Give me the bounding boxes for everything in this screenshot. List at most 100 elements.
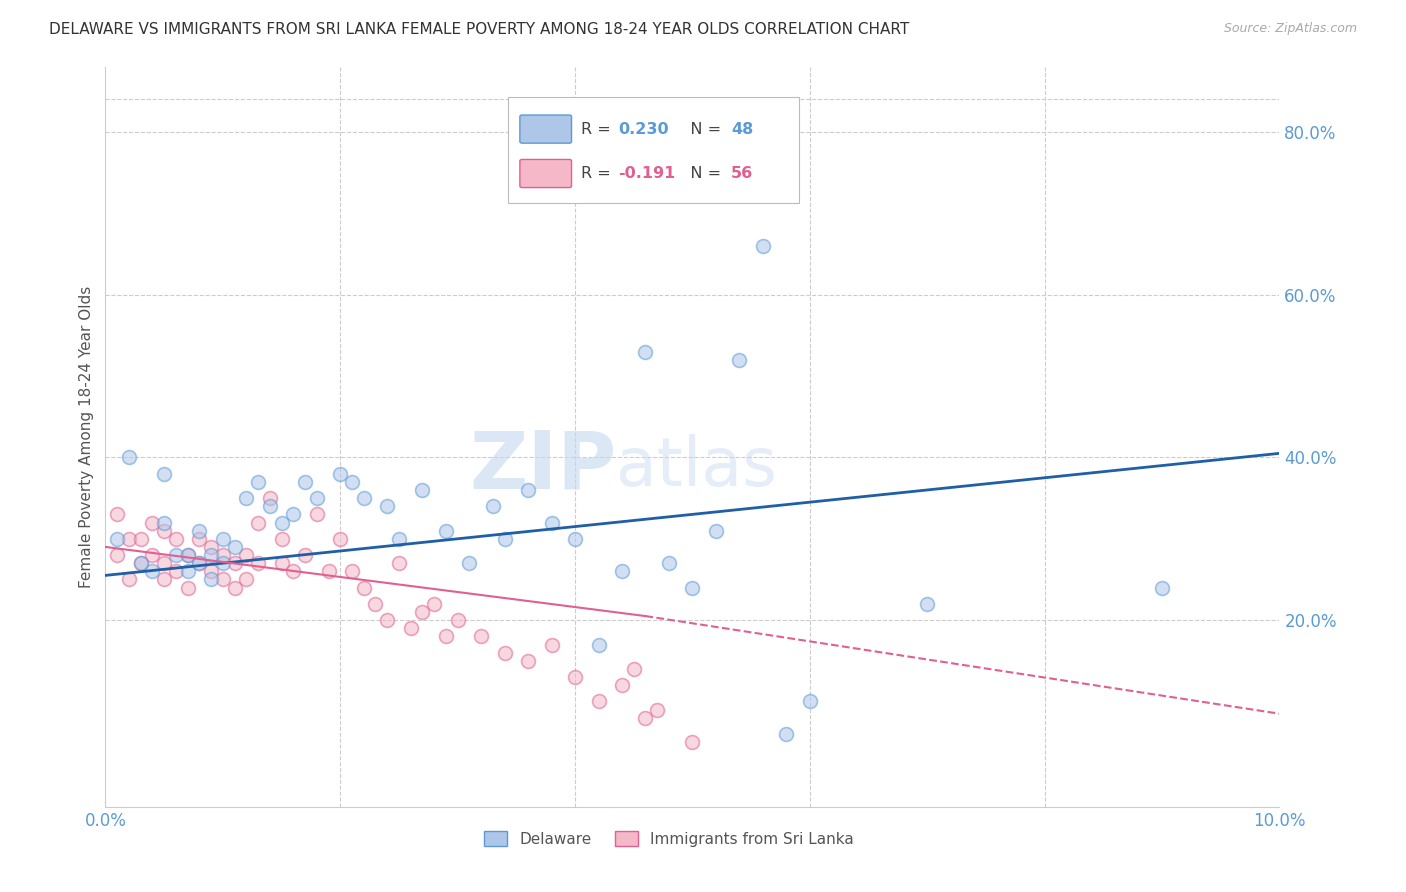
- Point: [458, 556, 481, 570]
- Point: [353, 581, 375, 595]
- Point: [411, 483, 433, 497]
- Point: [434, 524, 457, 538]
- Point: [423, 597, 446, 611]
- Point: [364, 597, 387, 611]
- Point: [259, 500, 281, 514]
- Point: [224, 540, 246, 554]
- Point: [305, 491, 328, 505]
- Point: [118, 532, 141, 546]
- Point: [129, 556, 152, 570]
- Point: [188, 532, 211, 546]
- Point: [634, 344, 657, 359]
- Point: [353, 491, 375, 505]
- Point: [375, 613, 398, 627]
- Point: [235, 491, 257, 505]
- Text: N =: N =: [675, 166, 725, 181]
- Point: [165, 564, 187, 578]
- Point: [447, 613, 470, 627]
- Point: [105, 548, 128, 562]
- Text: N =: N =: [675, 121, 725, 136]
- Point: [153, 556, 176, 570]
- Point: [235, 573, 257, 587]
- Text: R =: R =: [581, 121, 616, 136]
- Point: [517, 654, 540, 668]
- Point: [165, 532, 187, 546]
- Point: [517, 483, 540, 497]
- Point: [540, 516, 562, 530]
- Point: [610, 564, 633, 578]
- Point: [176, 548, 198, 562]
- Point: [153, 516, 176, 530]
- Point: [634, 711, 657, 725]
- Point: [165, 548, 187, 562]
- Point: [283, 564, 305, 578]
- Text: 48: 48: [731, 121, 754, 136]
- Point: [129, 532, 152, 546]
- Point: [200, 540, 222, 554]
- Point: [399, 621, 422, 635]
- Point: [388, 556, 411, 570]
- Point: [610, 678, 633, 692]
- Legend: Delaware, Immigrants from Sri Lanka: Delaware, Immigrants from Sri Lanka: [478, 825, 859, 853]
- Text: atlas: atlas: [616, 434, 778, 500]
- Point: [775, 727, 797, 741]
- Point: [494, 646, 516, 660]
- Text: ZIP: ZIP: [468, 427, 616, 506]
- Point: [564, 670, 586, 684]
- Text: -0.191: -0.191: [619, 166, 676, 181]
- FancyBboxPatch shape: [520, 160, 571, 187]
- Point: [211, 573, 233, 587]
- Y-axis label: Female Poverty Among 18-24 Year Olds: Female Poverty Among 18-24 Year Olds: [79, 286, 94, 588]
- Point: [224, 556, 246, 570]
- Point: [211, 556, 233, 570]
- Point: [388, 532, 411, 546]
- Point: [588, 694, 610, 708]
- Point: [211, 532, 233, 546]
- FancyBboxPatch shape: [520, 115, 571, 143]
- Point: [270, 516, 292, 530]
- Text: 0.230: 0.230: [619, 121, 669, 136]
- Point: [375, 500, 398, 514]
- Point: [411, 605, 433, 619]
- Point: [224, 581, 246, 595]
- Point: [704, 524, 727, 538]
- Point: [141, 516, 163, 530]
- Point: [259, 491, 281, 505]
- Point: [270, 556, 292, 570]
- Point: [588, 638, 610, 652]
- Point: [799, 694, 821, 708]
- Point: [200, 548, 222, 562]
- Point: [141, 564, 163, 578]
- Point: [141, 548, 163, 562]
- Point: [682, 581, 704, 595]
- Point: [270, 532, 292, 546]
- Point: [188, 556, 211, 570]
- Point: [564, 532, 586, 546]
- Point: [470, 629, 492, 643]
- Point: [211, 548, 233, 562]
- Point: [153, 524, 176, 538]
- Point: [153, 467, 176, 481]
- Point: [340, 475, 363, 489]
- Point: [645, 703, 668, 717]
- Point: [200, 564, 222, 578]
- Point: [188, 556, 211, 570]
- Point: [200, 573, 222, 587]
- Point: [340, 564, 363, 578]
- Point: [434, 629, 457, 643]
- Text: Source: ZipAtlas.com: Source: ZipAtlas.com: [1223, 22, 1357, 36]
- Point: [294, 548, 316, 562]
- Point: [105, 532, 128, 546]
- Point: [105, 508, 128, 522]
- Point: [118, 573, 141, 587]
- Point: [188, 524, 211, 538]
- Point: [235, 548, 257, 562]
- Point: [623, 662, 645, 676]
- Point: [494, 532, 516, 546]
- Point: [752, 239, 775, 253]
- Point: [540, 638, 562, 652]
- Point: [658, 556, 681, 570]
- FancyBboxPatch shape: [508, 97, 799, 203]
- Point: [176, 548, 198, 562]
- Point: [294, 475, 316, 489]
